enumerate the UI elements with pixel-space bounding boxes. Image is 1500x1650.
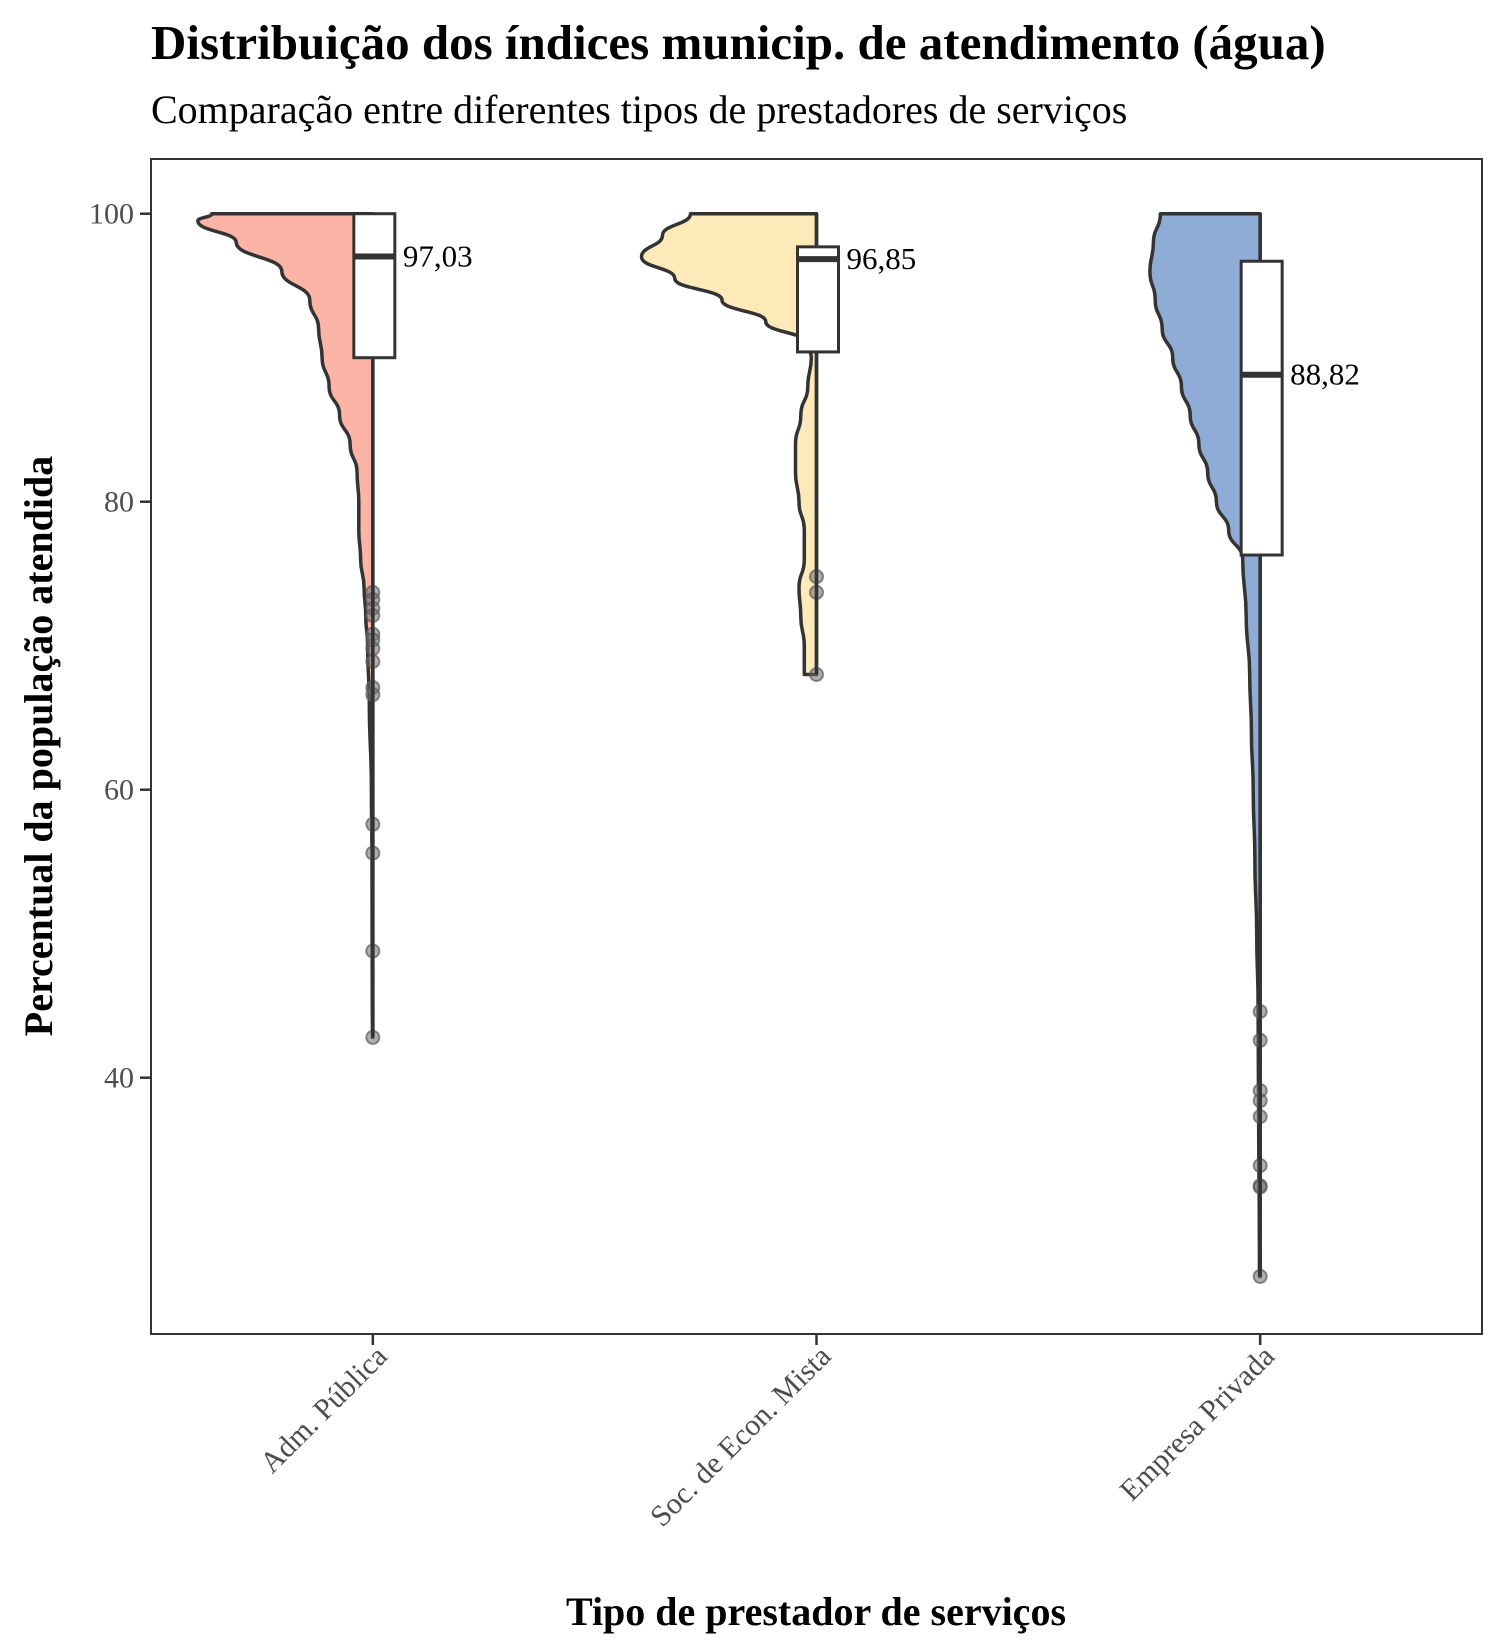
x-tick-label: Empresa Privada (1113, 1340, 1281, 1508)
plot-layer: 97,03 96,85 88,82 (196, 211, 1360, 1284)
violin-group: 88,82 (1148, 211, 1360, 1284)
violin-group: 97,03 (196, 211, 473, 1045)
x-tick-label: Adm. Pública (254, 1340, 394, 1480)
x-tick-label: Soc. de Econ. Mista (644, 1340, 838, 1534)
median-label: 97,03 (403, 238, 473, 273)
median-label: 96,85 (847, 241, 917, 276)
chart-subtitle: Comparação entre diferentes tipos de pre… (151, 87, 1128, 132)
median-label: 88,82 (1290, 357, 1360, 392)
violin-group: 96,85 (639, 211, 917, 682)
box-body (1239, 259, 1284, 557)
x-axis-title: Tipo de prestador de serviços (566, 1589, 1066, 1634)
y-tick-label: 80 (104, 486, 134, 519)
chart-title: Distribuição dos índices municip. de ate… (151, 15, 1326, 70)
axis-layer: Adm. Pública Soc. de Econ. Mista Empresa P… (89, 198, 1281, 1534)
y-tick-label: 100 (89, 198, 134, 231)
y-axis-title: Percentual da população atendida (16, 456, 61, 1036)
y-tick-label: 40 (104, 1062, 134, 1095)
y-tick-label: 60 (104, 774, 134, 807)
violin-shape (196, 211, 375, 1040)
box-body (796, 245, 840, 354)
box-body (352, 212, 397, 360)
violin-shape (639, 211, 819, 677)
